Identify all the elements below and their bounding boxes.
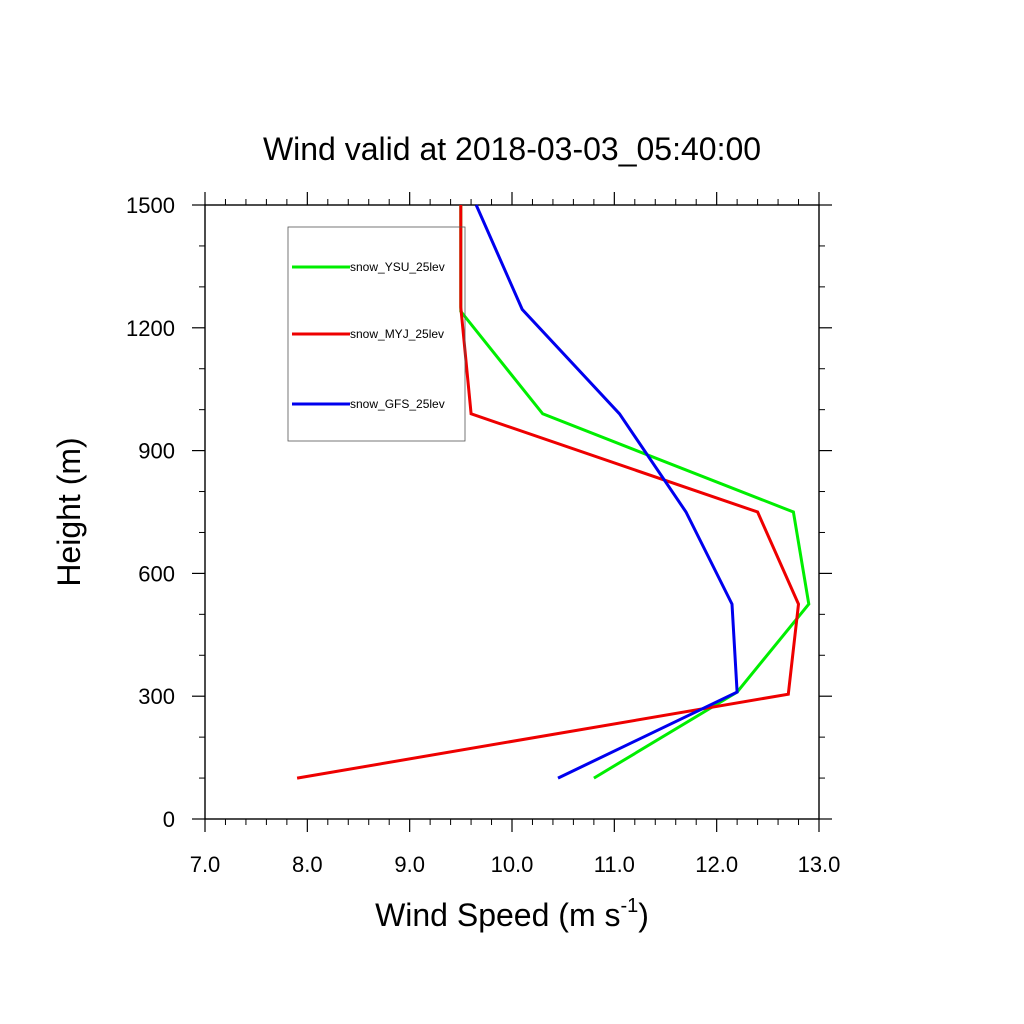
x-tick-labels: 7.0 8.0 9.0 10.0 11.0 12.0 13.0 xyxy=(190,852,841,877)
plot-frame xyxy=(204,204,820,820)
legend-label-snow-ysu-25lev: snow_YSU_25lev xyxy=(350,260,445,274)
y-tick-labels: 0 300 600 900 1200 1500 xyxy=(126,193,175,832)
x-tick-label: 10.0 xyxy=(491,852,534,877)
y-axis-label: Height (m) xyxy=(51,437,87,586)
legend-label-snow-myj-25lev: snow_MYJ_25lev xyxy=(350,327,444,341)
y-tick-label: 1500 xyxy=(126,193,175,218)
x-tick-label: 11.0 xyxy=(594,852,635,877)
axis-ticks xyxy=(192,192,832,832)
y-tick-label: 600 xyxy=(138,561,175,586)
x-axis-label-superscript: -1 xyxy=(620,895,638,917)
x-tick-label: 9.0 xyxy=(394,852,425,877)
y-tick-label: 0 xyxy=(163,807,175,832)
y-tick-label: 1200 xyxy=(126,316,175,341)
legend: snow_YSU_25lev snow_MYJ_25lev snow_GFS_25l… xyxy=(287,226,466,442)
x-tick-label: 12.0 xyxy=(695,852,738,877)
y-tick-label: 300 xyxy=(138,684,175,709)
x-tick-label: 8.0 xyxy=(292,852,323,877)
series-line-snow-myj-25lev xyxy=(296,205,801,780)
x-axis-label: Wind Speed (m s-1) xyxy=(375,895,649,933)
series-line-snow-gfs-25lev xyxy=(474,204,739,780)
series-lines xyxy=(296,204,811,780)
x-axis-label-main: Wind Speed (m s xyxy=(375,897,620,933)
x-tick-label: 13.0 xyxy=(798,852,841,877)
y-tick-label: 900 xyxy=(138,439,175,464)
x-axis-label-end: ) xyxy=(638,897,649,933)
legend-box xyxy=(287,226,466,442)
legend-label-snow-gfs-25lev: snow_GFS_25lev xyxy=(350,397,445,411)
x-tick-label: 7.0 xyxy=(190,852,221,877)
chart-title: Wind valid at 2018-03-03_05:40:00 xyxy=(263,131,761,167)
